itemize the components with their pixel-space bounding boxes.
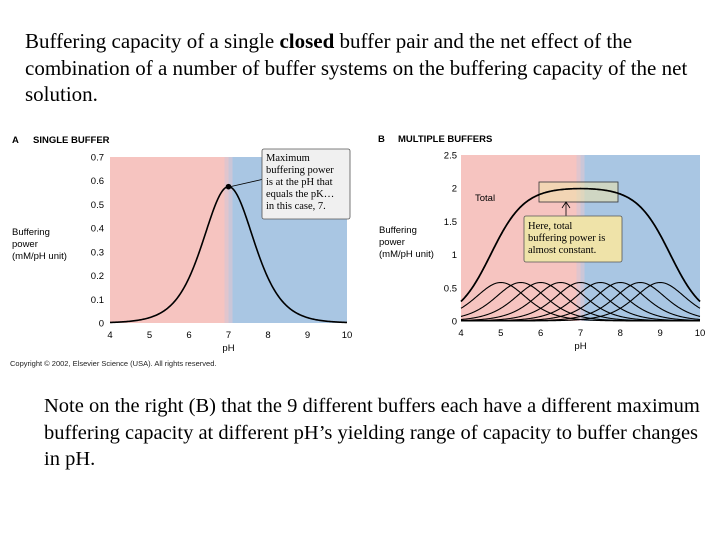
slide-note: Note on the right (B) that the 9 differe… xyxy=(44,395,700,470)
panel-b-ytick-label: 0 xyxy=(452,317,457,328)
panel-a-callout-line: in this case, 7. xyxy=(266,201,326,212)
panel-a-peak-marker xyxy=(225,183,232,190)
slide-title: Buffering capacity of a single closed bu… xyxy=(25,29,688,106)
panel-b-total-label: Total xyxy=(475,193,495,204)
panel-a-ylabel-line: power xyxy=(12,239,38,250)
panel-a-xlabel: pH xyxy=(222,343,234,354)
panel-b-ytick-label: 0.5 xyxy=(444,283,457,294)
panel-a-xtick-label: 8 xyxy=(265,330,270,341)
panel-b-xtick-label: 9 xyxy=(658,328,663,339)
panel-b-callout-line: Here, total xyxy=(528,221,572,232)
panel-b-xtick-label: 10 xyxy=(695,328,706,339)
panel-b-title: MULTIPLE BUFFERS xyxy=(398,134,492,145)
title-emphasis: closed xyxy=(279,29,335,53)
panel-b-xlabel: pH xyxy=(574,341,586,352)
panel-a-ytick-label: 0.2 xyxy=(91,271,104,282)
panel-b-plateau-fill xyxy=(539,182,618,202)
panel-a-ytick-label: 0.6 xyxy=(91,176,104,187)
panel-b-callout-line: almost constant. xyxy=(528,245,596,256)
panel-b-xtick-label: 7 xyxy=(578,328,583,339)
panel-a-ytick-label: 0.4 xyxy=(91,224,104,235)
panel-a-region-blend xyxy=(224,157,233,323)
panel-a-ylabel-line: (mM/pH unit) xyxy=(12,251,67,262)
panel-b-ytick-label: 1 xyxy=(452,250,457,261)
panel-b-ytick-label: 2.5 xyxy=(444,151,457,162)
panel-a-callout-leader xyxy=(230,178,265,188)
panel-b-plateau-box xyxy=(538,181,619,203)
panel-b-buffer-curve xyxy=(461,281,701,322)
panel-a-callout-box xyxy=(261,148,351,220)
panel-b-xtick-label: 4 xyxy=(458,328,463,339)
panel-a-ytick-label: 0.1 xyxy=(91,295,104,306)
panel-b-ylabel-line: (mM/pH unit) xyxy=(379,249,434,260)
panel-a-callout-line: is at the pH that xyxy=(266,177,333,188)
panel-a-title: SINGLE BUFFER xyxy=(33,135,110,146)
copyright-note: Copyright © 2002, Elsevier Science (USA)… xyxy=(10,359,217,368)
panel-b-letter: B xyxy=(378,134,385,145)
panel-a-xtick-label: 5 xyxy=(147,330,152,341)
panel-a-ytick-label: 0.5 xyxy=(91,200,104,211)
panel-a-ytick-label: 0 xyxy=(99,319,104,330)
panel-a-callout-line: buffering power xyxy=(266,165,334,176)
panel-b-total-curve-overlay xyxy=(460,187,701,303)
panel-b-ylabel-line: Buffering xyxy=(379,225,417,236)
panel-b-ylabel-line: power xyxy=(379,237,405,248)
panel-b-xtick-label: 5 xyxy=(498,328,503,339)
panel-b-xtick-label: 8 xyxy=(618,328,623,339)
panel-a-ytick-label: 0.3 xyxy=(91,247,104,258)
panel-a-xtick-label: 6 xyxy=(186,330,191,341)
panel-b-buffer-curve xyxy=(460,281,701,322)
panel-a-xtick-label: 9 xyxy=(305,330,310,341)
panel-b-callout-line: buffering power is xyxy=(528,233,605,244)
panel-b-ytick-label: 2 xyxy=(452,184,457,195)
panel-a-callout-line: equals the pK… xyxy=(266,189,334,200)
panel-a-xtick-label: 10 xyxy=(342,330,353,341)
panel-a-xtick-label: 4 xyxy=(107,330,112,341)
panel-a-ytick-label: 0.7 xyxy=(91,153,104,164)
panel-a-ylabel-line: Buffering xyxy=(12,227,50,238)
panel-b-ytick-label: 1.5 xyxy=(444,217,457,228)
panel-a-letter: A xyxy=(12,135,19,146)
panel-a-acid-region xyxy=(110,157,229,323)
panel-b-xtick-label: 6 xyxy=(538,328,543,339)
panel-b-callout-arrowhead xyxy=(561,201,571,209)
panel-a-callout-line: Maximum xyxy=(266,153,310,164)
panel-a-xtick-label: 7 xyxy=(226,330,231,341)
panel-b-callout-box xyxy=(523,215,623,263)
